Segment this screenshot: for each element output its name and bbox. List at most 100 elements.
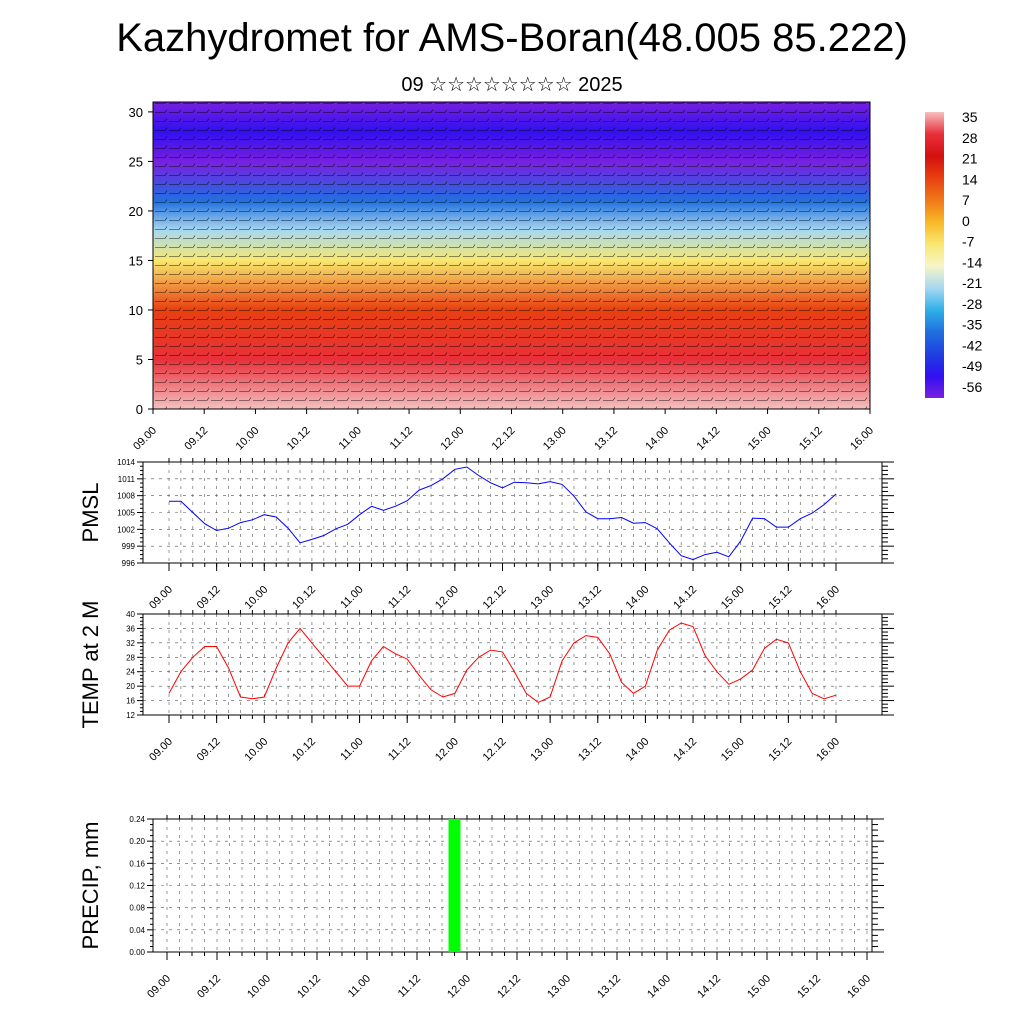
y-tick-label: 36 <box>126 624 135 633</box>
series-line <box>169 466 837 561</box>
x-tick-label: 15.12 <box>795 973 823 1001</box>
colorbar-label: -14 <box>962 254 982 270</box>
x-tick-label: 12.12 <box>481 584 509 612</box>
date-subtitle: 09 ☆☆☆☆☆☆☆☆ 2025 <box>401 74 623 96</box>
x-tick-label: 09.00 <box>145 973 173 1001</box>
x-tick-label: 12.00 <box>433 584 461 612</box>
colorbar-label: -7 <box>962 234 975 250</box>
x-tick-label: 15.00 <box>719 584 747 612</box>
colorbar-label: 0 <box>962 213 970 229</box>
colorbar-label: -35 <box>962 317 982 333</box>
heatmap-x-tick-label: 11.00 <box>337 425 364 452</box>
colorbar-label: 14 <box>962 171 978 187</box>
colorbar-label: -49 <box>962 358 982 374</box>
y-axis-title: TEMP at 2 M <box>78 601 103 729</box>
x-tick-label: 14.12 <box>695 973 723 1001</box>
panel-frame <box>152 818 873 953</box>
colorbar-label: 7 <box>962 192 970 208</box>
y-tick-label: 999 <box>122 542 136 551</box>
x-tick-label: 12.12 <box>495 973 523 1001</box>
y-tick-label: 16 <box>126 697 135 706</box>
precip-panel: 0.00 0.04 0.08 0.12 0.16 0.20 0.24 09.00 09.12 10… <box>78 815 884 1001</box>
x-tick-label: 10.00 <box>242 736 270 764</box>
heatmap-x-tick-label: 11.12 <box>388 425 415 452</box>
colorbar: 35 28 21 14 7 0 -7 -14 -21 -28 -35 -42 -49 -56 <box>925 109 982 398</box>
y-tick-label: 12 <box>126 711 135 720</box>
x-tick-label: 15.00 <box>719 736 747 764</box>
x-tick-label: 11.12 <box>396 973 423 1000</box>
heatmap-x-tick-label: 10.00 <box>234 425 262 453</box>
heatmap-x-tick-label: 09.00 <box>131 425 159 453</box>
x-tick-label: 13.00 <box>528 584 556 612</box>
x-tick-label: 11.12 <box>386 584 413 611</box>
heatmap-x-tick-label: 13.00 <box>541 425 569 453</box>
x-tick-label: 10.12 <box>295 973 323 1001</box>
y-tick-label: 1011 <box>118 475 136 484</box>
x-tick-label: 16.00 <box>814 584 842 612</box>
x-tick-label: 11.00 <box>346 973 373 1000</box>
x-tick-label: 10.12 <box>290 584 318 612</box>
heatmap-x-tick-label: 09.12 <box>182 425 210 453</box>
y-tick-label: 1005 <box>117 509 135 518</box>
x-tick-label: 15.12 <box>767 584 795 612</box>
x-tick-label: 14.00 <box>624 584 652 612</box>
y-axis-title: PRECIP, mm <box>78 822 103 950</box>
heatmap-y-tick-label: 10 <box>129 303 143 318</box>
heatmap-x-tick-label: 14.12 <box>695 425 723 453</box>
x-tick-label: 11.12 <box>386 736 413 763</box>
x-tick-label: 13.00 <box>545 973 573 1001</box>
x-tick-label: 09.00 <box>147 584 175 612</box>
y-tick-label: 32 <box>126 639 135 648</box>
colorbar-gradient <box>925 112 944 398</box>
heatmap-x-tick-label: 12.00 <box>438 425 466 453</box>
x-tick-label: 14.00 <box>645 973 673 1001</box>
x-tick-label: 12.00 <box>445 973 473 1001</box>
temp-2m-panel: 12 16 20 24 28 32 36 40 09.00 09.12 10.00 10.12 11.0… <box>78 601 894 764</box>
y-tick-label: 0.08 <box>129 904 145 913</box>
y-tick-label: 24 <box>126 668 135 677</box>
series-line <box>168 622 837 703</box>
y-tick-label: 0.20 <box>129 837 145 846</box>
colorbar-label: -28 <box>962 296 982 312</box>
x-tick-label: 09.12 <box>195 584 223 612</box>
x-tick-label: 11.00 <box>338 584 365 611</box>
y-tick-label: 28 <box>126 653 135 662</box>
y-axis-title: PMSL <box>78 483 103 543</box>
colorbar-label: 28 <box>962 130 978 146</box>
heatmap-y-tick-label: 0 <box>136 402 143 417</box>
x-tick-label: 16.00 <box>814 736 842 764</box>
x-tick-label: 10.12 <box>290 736 318 764</box>
y-tick-label: 0.00 <box>129 948 145 957</box>
y-tick-label: 996 <box>122 559 136 568</box>
wind-barbs <box>153 102 870 409</box>
x-tick-label: 10.00 <box>245 973 273 1001</box>
x-tick-label: 10.00 <box>242 584 270 612</box>
heatmap-y-tick-label: 30 <box>129 105 143 120</box>
x-tick-label: 12.00 <box>433 736 461 764</box>
heatmap-y-tick-label: 25 <box>129 154 143 169</box>
colorbar-label: -42 <box>962 337 982 353</box>
y-tick-label: 1008 <box>117 492 135 501</box>
temperature-cross-section: 0 5 10 15 20 25 30 09.00 09.12 10.00 10.12 11.00 11.… <box>129 101 876 453</box>
x-tick-label: 13.00 <box>528 736 556 764</box>
heatmap-x-tick-label: 13.12 <box>592 425 620 453</box>
y-tick-label: 0.24 <box>129 815 145 824</box>
x-tick-label: 09.00 <box>147 736 175 764</box>
x-tick-label: 13.12 <box>595 973 623 1001</box>
y-tick-label: 0.04 <box>129 926 145 935</box>
page-title: Kazhydromet for AMS-Boran(48.005 85.222) <box>116 16 908 60</box>
y-tick-label: 20 <box>126 682 135 691</box>
heatmap-y-tick-label: 5 <box>136 352 143 367</box>
heatmap-y-tick-label: 15 <box>129 253 143 268</box>
colorbar-label: 21 <box>962 151 978 167</box>
precip-bar <box>448 819 461 952</box>
x-tick-label: 15.12 <box>767 736 795 764</box>
heatmap-x-tick-label: 14.00 <box>643 425 671 453</box>
x-tick-label: 15.00 <box>745 973 773 1001</box>
y-tick-label: 0.12 <box>129 882 145 891</box>
x-tick-label: 13.12 <box>576 736 604 764</box>
x-tick-label: 13.12 <box>576 584 604 612</box>
heatmap-x-tick-label: 12.12 <box>490 425 518 453</box>
colorbar-label: 35 <box>962 109 978 125</box>
